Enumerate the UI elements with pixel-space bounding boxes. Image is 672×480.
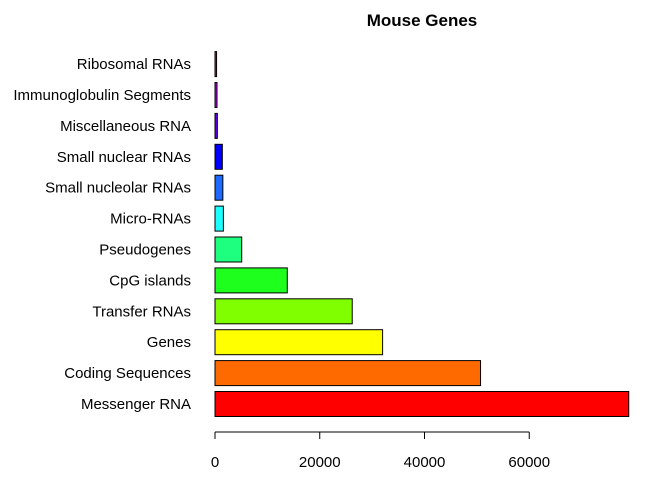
x-tick-label: 60000 [508, 454, 550, 471]
bar-immunoglobulin-segments [214, 82, 218, 108]
category-label: Small nucleolar RNAs [45, 180, 191, 197]
bar-pseudogenes [214, 236, 243, 263]
category-label: Transfer RNAs [92, 303, 191, 320]
bar-miscellaneous-rna [214, 112, 218, 139]
category-label: Genes [147, 334, 191, 351]
category-labels: Messenger RNA Coding Sequences Genes Transf… [13, 56, 191, 413]
x-tick-label: 40000 [404, 454, 446, 471]
bars-group [214, 51, 630, 417]
x-axis: 0 20000 40000 60000 [211, 431, 550, 471]
x-tick-label: 20000 [299, 454, 341, 471]
category-label: Messenger RNA [81, 396, 191, 413]
x-ticks: 0 20000 40000 60000 [211, 432, 550, 471]
bar-coding-sequences [214, 360, 482, 387]
category-label: Coding Sequences [64, 365, 191, 382]
bar-ribosomal-rnas [214, 51, 218, 78]
bar-transfer-rnas [214, 298, 353, 325]
category-label: Pseudogenes [99, 242, 191, 259]
category-label: Ribosomal RNAs [77, 56, 191, 73]
chart-title: Mouse Genes [367, 11, 478, 30]
bar-micro-rnas [214, 205, 224, 232]
bar-cpg-islands [214, 267, 288, 294]
bar-small-nucleolar-rnas [214, 174, 224, 201]
category-label: Miscellaneous RNA [60, 118, 191, 135]
category-label: CpG islands [109, 272, 191, 289]
bar-messenger-rna [214, 391, 630, 417]
category-label: Small nuclear RNAs [57, 149, 191, 166]
category-label: Micro-RNAs [110, 211, 191, 228]
x-tick-label: 0 [211, 454, 219, 471]
bar-small-nuclear-rnas [214, 143, 223, 170]
category-label: Immunoglobulin Segments [13, 87, 191, 104]
bar-genes [214, 329, 384, 356]
